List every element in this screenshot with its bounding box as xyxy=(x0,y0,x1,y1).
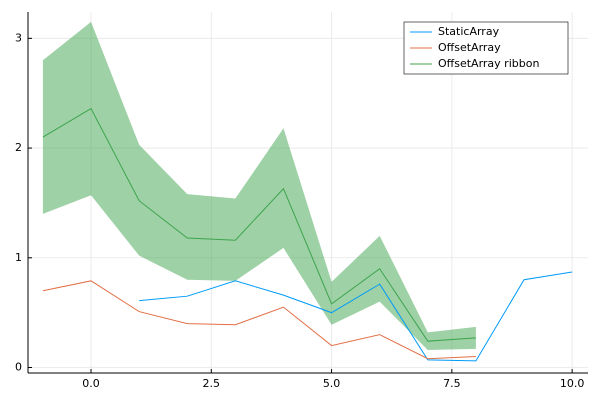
legend: StaticArray OffsetArray OffsetArray ribbon xyxy=(403,21,569,75)
series-line xyxy=(42,280,476,360)
series-line xyxy=(42,107,476,342)
legend-label: OffsetArray ribbon xyxy=(438,57,539,70)
x-tick-label: 2.5 xyxy=(203,377,221,390)
x-tick-label: 0.0 xyxy=(82,377,100,390)
legend-label: OffsetArray xyxy=(438,41,501,54)
x-tick-label: 7.5 xyxy=(443,377,461,390)
x-tick-label: 10.0 xyxy=(560,377,585,390)
ribbon xyxy=(42,21,476,350)
legend-label: StaticArray xyxy=(438,25,500,38)
y-tick-label: 2 xyxy=(15,141,22,154)
y-tick-label: 0 xyxy=(15,361,22,374)
series-line xyxy=(139,271,573,362)
y-tick-label: 3 xyxy=(15,31,22,44)
y-tick-label: 1 xyxy=(15,251,22,264)
x-tick-label: 5.0 xyxy=(323,377,341,390)
